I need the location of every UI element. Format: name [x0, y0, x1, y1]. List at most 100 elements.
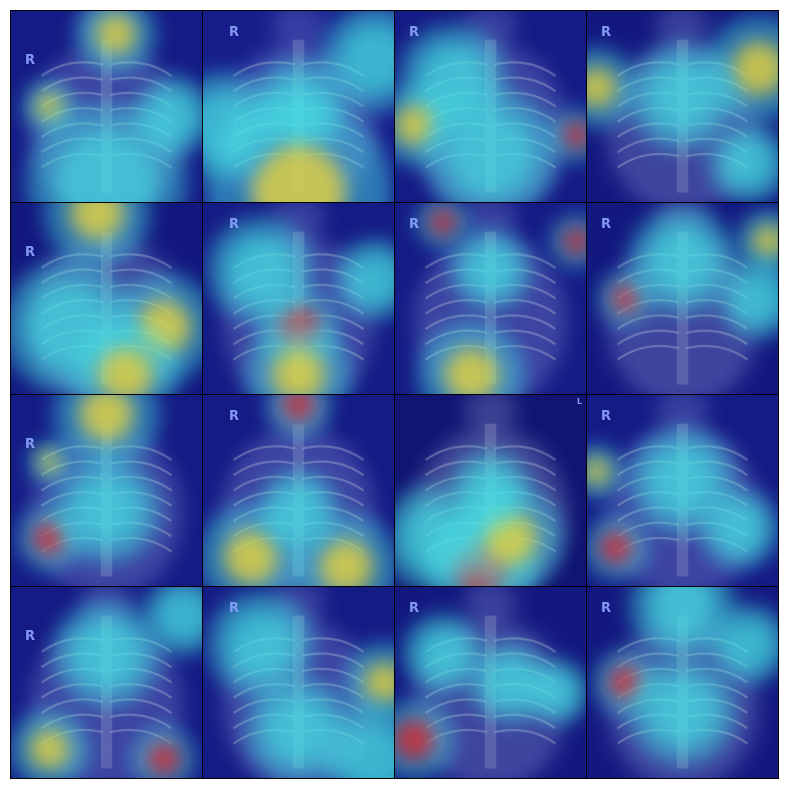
activation-spot	[587, 67, 617, 108]
activation-spot	[648, 587, 717, 641]
heatmap-image	[395, 395, 586, 586]
xray-neck	[655, 11, 710, 50]
xray-heatmap-tile: R	[395, 587, 586, 778]
activation-spot	[72, 619, 141, 689]
activation-spot	[319, 540, 373, 586]
rib-line	[302, 460, 365, 477]
activation-spot	[54, 131, 159, 202]
laterality-marker: R	[601, 409, 612, 424]
activation-spot	[364, 662, 394, 703]
activation-spot	[29, 729, 70, 770]
activation-spot	[224, 530, 278, 585]
activation-spot	[35, 93, 63, 120]
activation-spot	[723, 138, 776, 190]
xray-neck	[463, 203, 518, 242]
xray-heatmap-tile: R	[587, 203, 778, 394]
activation-spot	[714, 502, 766, 555]
activation-spot	[398, 503, 468, 573]
rib-line	[232, 460, 295, 477]
activation-spot	[395, 719, 435, 760]
laterality-marker: R	[409, 601, 420, 616]
activation-spot	[203, 91, 257, 160]
activation-spot	[157, 589, 202, 642]
rib-line	[110, 713, 173, 730]
laterality-marker: R	[25, 437, 36, 452]
xray-heatmap-tile: R	[587, 395, 778, 586]
heatmap-image	[203, 587, 394, 778]
activation-spot	[416, 628, 469, 680]
laterality-marker: R	[409, 25, 420, 40]
activation-spot	[147, 742, 180, 775]
xray-heatmap-tile: R	[587, 587, 778, 778]
activation-spot	[72, 475, 141, 544]
activation-spot	[587, 458, 610, 485]
activation-spot	[282, 395, 315, 421]
activation-spot	[563, 121, 586, 149]
activation-spot	[444, 348, 499, 394]
activation-spot	[98, 348, 153, 394]
rib-line	[616, 344, 679, 361]
activation-spot	[732, 41, 778, 96]
rib-line	[494, 445, 557, 461]
xray-heatmap-tile: R	[395, 11, 586, 202]
xray-neck	[463, 587, 518, 626]
activation-spot	[349, 253, 394, 306]
activation-spot	[464, 244, 517, 296]
activation-spot	[563, 227, 586, 255]
heatmap-image	[587, 587, 778, 778]
laterality-marker: R	[229, 217, 240, 232]
laterality-marker: R	[25, 629, 36, 644]
rib-line	[686, 329, 749, 346]
rib-line	[616, 314, 679, 330]
activation-spot	[340, 724, 394, 778]
activation-spot	[79, 395, 134, 441]
heatmap-image	[11, 203, 202, 394]
activation-spot	[225, 609, 295, 679]
activation-spot	[251, 145, 346, 202]
activation-spot	[225, 235, 295, 305]
activation-spot	[272, 483, 325, 536]
activation-spot	[611, 285, 639, 312]
xray-heatmap-tile: R	[11, 203, 202, 394]
activation-spot	[70, 203, 124, 240]
activation-spot	[38, 451, 60, 473]
xray-heatmap-tile: R	[11, 395, 202, 586]
heatmap-image	[395, 203, 586, 394]
rib-line	[494, 314, 557, 330]
activation-spot	[648, 62, 717, 132]
xray-heatmap-tile: R	[203, 11, 394, 202]
activation-spot	[752, 225, 778, 258]
rib-line	[232, 445, 295, 461]
heatmap-image	[11, 395, 202, 586]
rib-line	[424, 445, 487, 461]
rib-line	[686, 344, 749, 361]
xray-neck	[655, 395, 710, 434]
rib-line	[616, 329, 679, 346]
activation-spot	[340, 24, 394, 94]
rib-line	[302, 445, 365, 461]
rib-line	[424, 314, 487, 330]
activation-spot	[599, 531, 632, 564]
xray-heatmap-tile: R	[203, 587, 394, 778]
xray-heatmap-tile: L	[395, 395, 586, 586]
laterality-marker: R	[229, 601, 240, 616]
heatmap-image	[11, 587, 202, 778]
xray-heatmap-tile: R	[11, 587, 202, 778]
activation-spot	[464, 464, 517, 517]
activation-spot	[447, 111, 534, 198]
laterality-marker: R	[409, 217, 420, 232]
rib-line	[616, 152, 679, 169]
xray-heatmap-tile: R	[11, 11, 202, 202]
laterality-marker: L	[576, 397, 582, 406]
laterality-marker: R	[25, 53, 36, 68]
heatmap-image	[587, 395, 778, 586]
heatmap-image	[587, 11, 778, 202]
heatmap-image	[395, 11, 586, 202]
heatmap-image	[203, 11, 394, 202]
laterality-marker: R	[229, 409, 240, 424]
activation-spot	[536, 671, 578, 713]
activation-spot	[723, 618, 776, 671]
heatmap-image	[395, 587, 586, 778]
activation-spot	[264, 695, 333, 765]
laterality-marker: R	[601, 217, 612, 232]
